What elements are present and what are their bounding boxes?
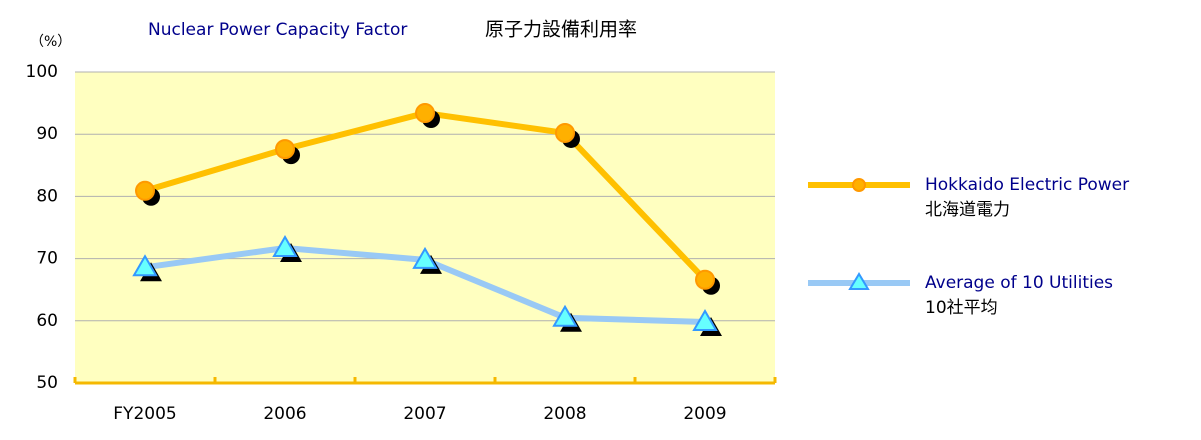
y-tick-label: 90	[36, 124, 58, 144]
marker	[275, 139, 295, 160]
legend-label-ja: 北海道電力	[925, 200, 1010, 220]
y-tick-label: 60	[36, 311, 58, 331]
chart-title: Nuclear Power Capacity Factor	[148, 20, 407, 40]
y-tick-label: 50	[36, 373, 58, 393]
chart-title-ja: 原子力設備利用率	[485, 19, 637, 41]
marker	[412, 246, 438, 269]
x-tick-label: 2007	[403, 404, 446, 424]
y-tick-label: 100	[26, 62, 58, 82]
x-tick-label: 2006	[263, 404, 306, 424]
legend-label-ja: 10社平均	[925, 298, 998, 318]
y-tick-label: 80	[36, 186, 58, 206]
legend-label: Average of 10 Utilities	[925, 273, 1113, 293]
marker	[695, 269, 715, 290]
marker	[135, 180, 155, 201]
x-tick-label: 2008	[543, 404, 586, 424]
marker	[415, 103, 435, 124]
marker	[132, 254, 158, 277]
marker	[552, 304, 578, 327]
legend-label: Hokkaido Electric Power	[925, 175, 1129, 195]
x-tick-label: FY2005	[113, 404, 176, 424]
legend-marker	[848, 272, 870, 290]
x-tick-label: 2009	[683, 404, 726, 424]
legend-marker	[852, 178, 866, 192]
marker	[555, 122, 575, 143]
marker	[272, 235, 298, 258]
y-tick-label: 70	[36, 249, 58, 269]
marker	[692, 309, 718, 332]
y-axis-label: （%）	[30, 34, 71, 50]
